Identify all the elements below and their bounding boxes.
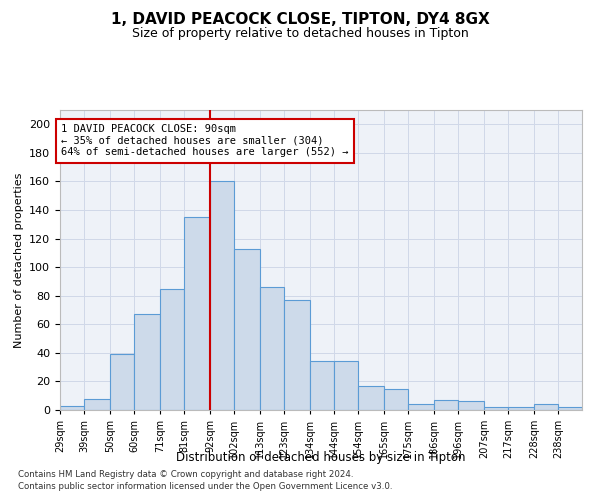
Bar [458,402,484,410]
Bar [535,404,558,410]
Bar [334,362,358,410]
Bar [434,400,458,410]
Text: Contains public sector information licensed under the Open Government Licence v3: Contains public sector information licen… [18,482,392,491]
Bar [484,407,508,410]
Bar [84,398,110,410]
Bar [160,288,184,410]
Text: Distribution of detached houses by size in Tipton: Distribution of detached houses by size … [176,451,466,464]
Y-axis label: Number of detached properties: Number of detached properties [14,172,23,348]
Bar [184,217,210,410]
Bar [234,248,260,410]
Bar [134,314,160,410]
Bar [284,300,310,410]
Bar [508,407,535,410]
Text: 1 DAVID PEACOCK CLOSE: 90sqm
← 35% of detached houses are smaller (304)
64% of s: 1 DAVID PEACOCK CLOSE: 90sqm ← 35% of de… [61,124,349,158]
Bar [110,354,134,410]
Bar [358,386,384,410]
Bar [408,404,434,410]
Bar [384,388,408,410]
Text: Contains HM Land Registry data © Crown copyright and database right 2024.: Contains HM Land Registry data © Crown c… [18,470,353,479]
Text: 1, DAVID PEACOCK CLOSE, TIPTON, DY4 8GX: 1, DAVID PEACOCK CLOSE, TIPTON, DY4 8GX [110,12,490,28]
Bar [210,182,234,410]
Bar [260,287,284,410]
Bar [310,362,334,410]
Bar [558,407,582,410]
Bar [60,406,84,410]
Text: Size of property relative to detached houses in Tipton: Size of property relative to detached ho… [131,28,469,40]
